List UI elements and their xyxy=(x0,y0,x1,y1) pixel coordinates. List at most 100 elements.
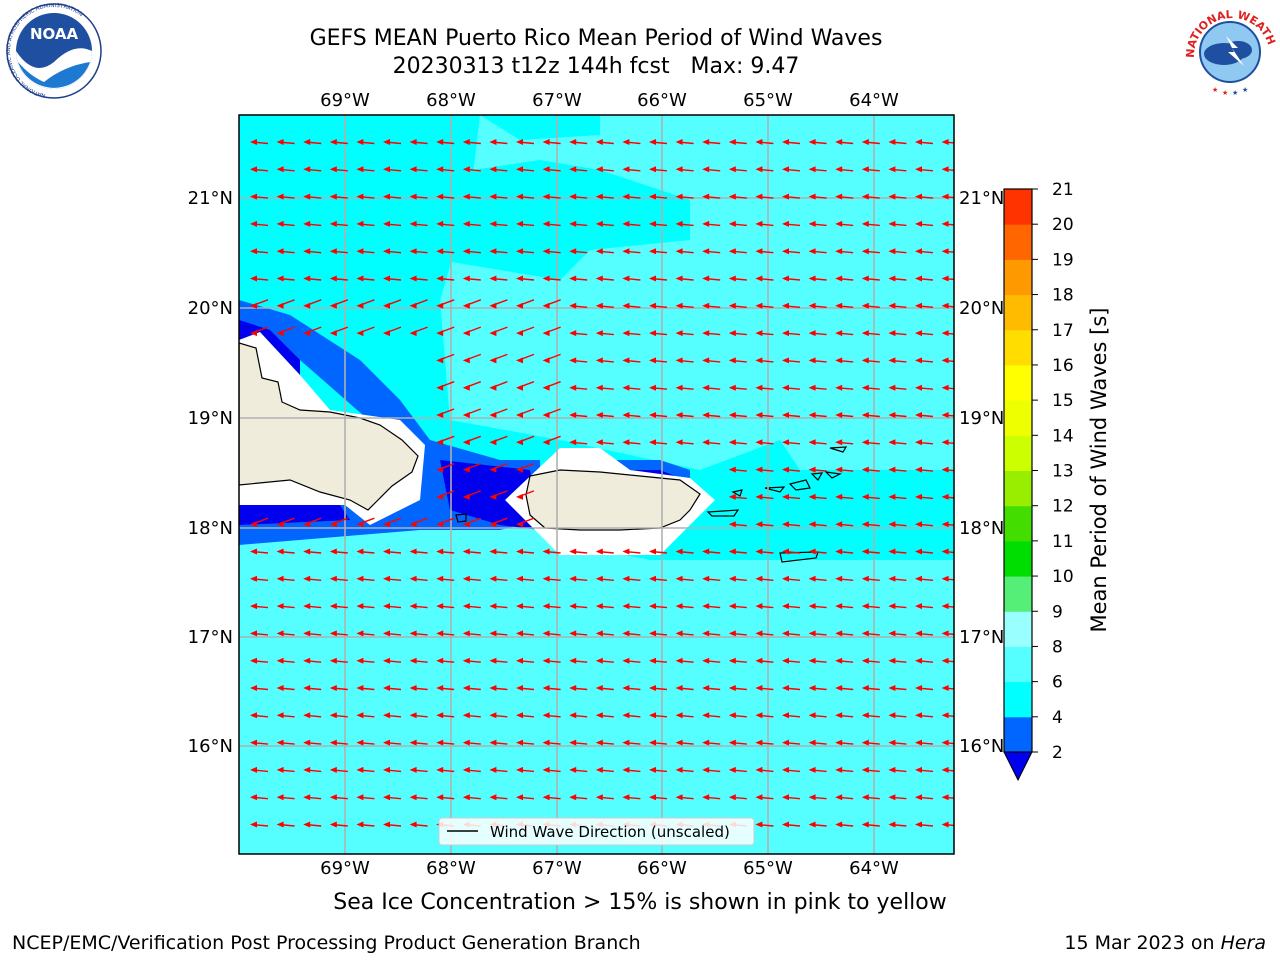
wave-arrow xyxy=(329,794,348,801)
wave-arrow xyxy=(861,384,880,391)
wave-arrow xyxy=(250,275,269,282)
wave-arrow xyxy=(303,712,322,719)
wave-arrow xyxy=(888,821,907,828)
wave-arrow xyxy=(755,630,774,637)
wave-arrow xyxy=(888,248,907,255)
lat-label: 16°N xyxy=(188,736,233,757)
wave-arrow xyxy=(303,326,322,337)
wave-arrow xyxy=(835,521,854,528)
wave-arrow xyxy=(595,630,614,637)
wave-arrow xyxy=(250,139,269,145)
wave-arrow xyxy=(861,166,880,173)
wave-arrow xyxy=(436,326,455,337)
wave-arrow xyxy=(303,794,322,801)
wave-arrow xyxy=(915,521,934,528)
wave-arrow xyxy=(915,766,934,773)
lat-label: 19°N xyxy=(959,408,1004,429)
wave-arrow xyxy=(782,302,801,309)
wave-arrow xyxy=(569,603,588,610)
wave-arrow xyxy=(702,275,721,282)
footer-date: 15 Mar 2023 on Hera xyxy=(1064,932,1266,954)
wave-arrow xyxy=(755,575,774,582)
wave-arrow xyxy=(835,302,854,309)
wave-arrow xyxy=(569,384,588,391)
wave-arrow xyxy=(808,139,827,145)
wave-arrow xyxy=(542,657,561,664)
wave-arrow xyxy=(888,275,907,282)
wave-arrow xyxy=(356,794,375,801)
wave-arrow xyxy=(329,603,348,610)
wave-arrow xyxy=(329,575,348,582)
wave-arrow xyxy=(702,439,721,446)
wave-arrow xyxy=(915,330,934,337)
wave-arrow xyxy=(675,439,694,446)
wave-arrow xyxy=(941,575,954,582)
wave-arrow xyxy=(702,575,721,582)
wave-arrow xyxy=(516,326,535,337)
lon-label: 67°W xyxy=(532,90,582,111)
wave-arrow xyxy=(861,657,880,664)
wave-arrow xyxy=(250,794,269,801)
lon-label: 65°W xyxy=(743,90,793,111)
wave-arrow xyxy=(649,739,668,746)
wave-arrow xyxy=(755,685,774,691)
wave-arrow xyxy=(941,330,954,337)
wave-arrow xyxy=(649,685,668,691)
wave-arrow xyxy=(835,712,854,719)
wave-arrow xyxy=(489,326,508,337)
wave-arrow xyxy=(356,275,375,282)
wave-arrow xyxy=(675,712,694,719)
wave-arrow xyxy=(755,220,774,227)
wave-arrow xyxy=(755,412,774,418)
wave-arrow xyxy=(489,299,508,309)
wave-arrow xyxy=(941,603,954,610)
wave-arrow xyxy=(941,493,954,500)
wave-arrow xyxy=(569,220,588,227)
wave-arrow xyxy=(542,408,561,418)
wave-arrow xyxy=(250,575,269,582)
wave-arrow xyxy=(622,657,641,664)
wave-arrow xyxy=(595,575,614,582)
wave-arrow xyxy=(755,166,774,173)
wave-arrow xyxy=(383,712,402,719)
wave-arrow xyxy=(409,275,428,282)
wave-arrow xyxy=(622,384,641,391)
wave-arrow xyxy=(728,384,747,391)
wave-arrow xyxy=(276,575,295,582)
wave-arrow xyxy=(516,275,535,282)
wave-arrow xyxy=(516,193,535,200)
wave-arrow xyxy=(383,821,402,828)
light-wave-region xyxy=(239,115,954,470)
wave-arrow xyxy=(728,548,747,555)
wave-arrow xyxy=(835,685,854,691)
wave-arrow xyxy=(436,462,455,473)
wave-arrow xyxy=(383,220,402,227)
wave-arrow xyxy=(941,548,954,555)
wave-arrow xyxy=(489,603,508,610)
wave-arrow xyxy=(941,248,954,255)
wave-arrow xyxy=(915,575,934,582)
wave-arrow xyxy=(622,193,641,200)
wave-arrow xyxy=(835,739,854,746)
wave-arrow xyxy=(649,330,668,337)
wave-arrow xyxy=(595,384,614,391)
lon-label: 64°W xyxy=(849,90,899,111)
wave-arrow xyxy=(595,657,614,664)
legend-label: Wind Wave Direction (unscaled) xyxy=(490,823,730,841)
wave-arrow xyxy=(755,384,774,391)
wave-arrow xyxy=(595,193,614,200)
wave-arrow xyxy=(835,794,854,801)
wave-arrow xyxy=(303,248,322,255)
wave-arrow xyxy=(808,603,827,610)
wave-arrow xyxy=(489,462,508,473)
wave-arrow xyxy=(888,657,907,664)
wave-arrow xyxy=(489,630,508,637)
wave-arrow xyxy=(915,166,934,173)
wave-arrow xyxy=(276,766,295,773)
wave-arrow xyxy=(755,193,774,200)
wave-arrow xyxy=(462,326,482,337)
wave-arrow xyxy=(409,739,428,746)
wave-arrow xyxy=(436,794,455,801)
wave-arrow xyxy=(569,357,588,364)
wave-arrow xyxy=(462,408,482,418)
